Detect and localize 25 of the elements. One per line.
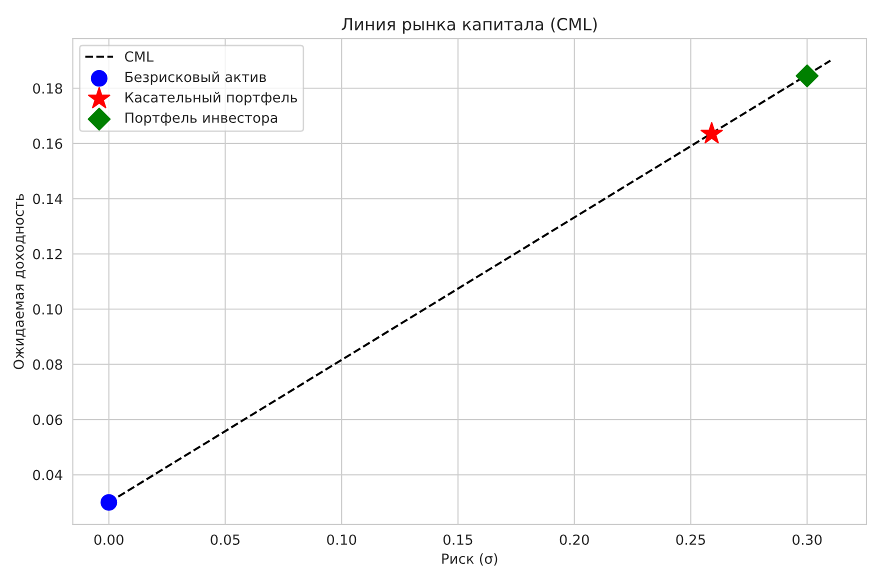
chart-title: Линия рынка капитала (CML) [342, 18, 597, 34]
point [700, 122, 723, 144]
x-axis-title: Риск (σ) [442, 553, 498, 566]
y-tick-label: 0.10 [33, 304, 62, 315]
x-tick-label: 0.20 [560, 534, 589, 545]
y-tick-label: 0.04 [33, 470, 62, 480]
y-tick-label: 0.06 [33, 414, 62, 426]
x-tick-label: 0.30 [792, 534, 822, 545]
legend-label: CML [124, 51, 154, 62]
x-tick-label: 0.05 [210, 534, 240, 545]
y-tick-label: 0.08 [33, 359, 62, 370]
legend-label: Касательный портфель [126, 92, 298, 106]
y-tick-label: 0.12 [33, 248, 62, 260]
y-tick-label: 0.18 [33, 83, 62, 94]
y-tick-label: 0.16 [33, 138, 62, 149]
x-tick-label: 0.25 [676, 534, 705, 545]
x-tick-label: 0.10 [327, 534, 356, 545]
legend-label: Портфель инвестора [126, 112, 278, 126]
x-tick-label: 0.00 [94, 534, 124, 545]
y-axis-title: Ожидаемая доходность [13, 194, 26, 370]
point [796, 64, 819, 88]
x-tick-label: 0.15 [443, 534, 472, 545]
point [100, 494, 118, 511]
y-tick-label: 0.14 [33, 194, 62, 204]
legend-label: Безрисковый актив [126, 72, 266, 85]
